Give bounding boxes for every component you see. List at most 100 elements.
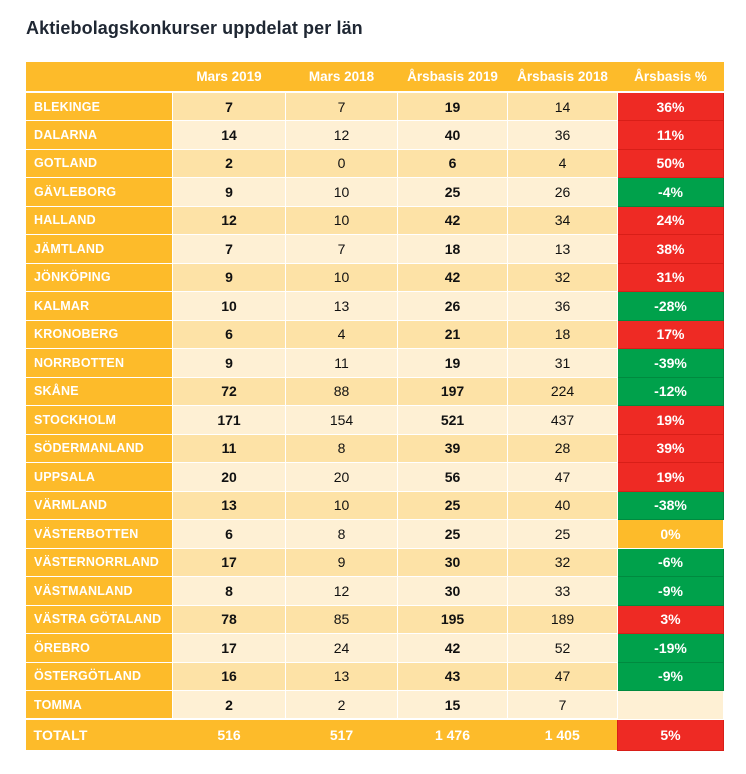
county-name: NORRBOTTEN: [25, 348, 173, 378]
cell-arsbasis-2018: 28: [507, 433, 618, 463]
cell-mars-2018: 13: [285, 291, 398, 321]
county-name: KALMAR: [25, 291, 173, 321]
page-title: Aktiebolagskonkurser uppdelat per län: [26, 18, 363, 38]
cell-mars-2019: 10: [172, 291, 286, 321]
cell-arsbasis-2019: 56: [397, 462, 508, 492]
total-mars-2019: 516: [172, 718, 286, 750]
cell-mars-2019: 78: [172, 604, 286, 634]
table-row: NORRBOTTEN 9 11 19 31 -39%: [25, 348, 724, 378]
county-name: JÖNKÖPING: [25, 262, 173, 292]
cell-arsbasis-2018: 52: [507, 633, 618, 663]
county-name: BLEKINGE: [25, 91, 173, 121]
cell-arsbasis-2019: 30: [397, 576, 508, 606]
cell-arsbasis-2019: 521: [397, 405, 508, 435]
cell-mars-2019: 7: [172, 91, 286, 121]
county-name: VÄSTRA GÖTALAND: [25, 604, 173, 634]
cell-mars-2018: 8: [285, 433, 398, 463]
cell-arsbasis-pct: 24%: [617, 205, 724, 235]
county-name: VÄSTMANLAND: [25, 576, 173, 606]
total-arsbasis-2018: 1 405: [507, 718, 618, 750]
cell-arsbasis-2018: 47: [507, 661, 618, 691]
cell-mars-2019: 17: [172, 633, 286, 663]
county-name: VÄSTERNORRLAND: [25, 547, 173, 577]
cell-arsbasis-2019: 30: [397, 547, 508, 577]
cell-mars-2019: 14: [172, 120, 286, 150]
cell-mars-2018: 7: [285, 91, 398, 121]
cell-mars-2019: 6: [172, 519, 286, 549]
county-name: SÖDERMANLAND: [25, 433, 173, 463]
cell-mars-2018: 20: [285, 462, 398, 492]
cell-mars-2019: 9: [172, 177, 286, 207]
column-header-county: [25, 62, 173, 93]
cell-arsbasis-2019: 42: [397, 633, 508, 663]
county-name: UPPSALA: [25, 462, 173, 492]
table-row: SÖDERMANLAND 11 8 39 28 39%: [25, 433, 724, 463]
cell-arsbasis-2019: 40: [397, 120, 508, 150]
cell-mars-2018: 7: [285, 234, 398, 264]
cell-mars-2019: 72: [172, 376, 286, 406]
cell-mars-2019: 2: [172, 148, 286, 178]
cell-arsbasis-2018: 33: [507, 576, 618, 606]
table-row: VÄSTRA GÖTALAND 78 85 195 189 3%: [25, 604, 724, 634]
cell-arsbasis-pct: 36%: [617, 91, 724, 121]
cell-mars-2018: 154: [285, 405, 398, 435]
county-name: HALLAND: [25, 205, 173, 235]
table-row: HALLAND 12 10 42 34 24%: [25, 205, 724, 235]
cell-arsbasis-2019: 19: [397, 348, 508, 378]
cell-arsbasis-pct: -9%: [617, 576, 724, 606]
cell-arsbasis-2019: 21: [397, 319, 508, 349]
cell-mars-2018: 85: [285, 604, 398, 634]
column-header-mars-2019: Mars 2019: [172, 62, 286, 93]
cell-arsbasis-2019: 42: [397, 205, 508, 235]
cell-mars-2019: 12: [172, 205, 286, 235]
cell-mars-2018: 10: [285, 177, 398, 207]
cell-mars-2019: 20: [172, 462, 286, 492]
cell-mars-2019: 17: [172, 547, 286, 577]
cell-arsbasis-2018: 14: [507, 91, 618, 121]
cell-mars-2018: 88: [285, 376, 398, 406]
county-name: SKÅNE: [25, 376, 173, 406]
cell-mars-2018: 13: [285, 661, 398, 691]
cell-arsbasis-2018: 18: [507, 319, 618, 349]
county-name: JÄMTLAND: [25, 234, 173, 264]
cell-arsbasis-2018: 40: [507, 490, 618, 520]
county-name: VÄRMLAND: [25, 490, 173, 520]
cell-arsbasis-pct: 39%: [617, 433, 724, 463]
cell-mars-2018: 12: [285, 120, 398, 150]
cell-mars-2019: 16: [172, 661, 286, 691]
cell-arsbasis-pct: 31%: [617, 262, 724, 292]
cell-arsbasis-pct: -39%: [617, 348, 724, 378]
table-row: VÄSTERBOTTEN 6 8 25 25 0%: [25, 519, 724, 549]
table-row: ÖSTERGÖTLAND 16 13 43 47 -9%: [25, 661, 724, 691]
cell-mars-2019: 9: [172, 348, 286, 378]
cell-arsbasis-2019: 6: [397, 148, 508, 178]
total-row: TOTALT 516 517 1 476 1 405 5%: [25, 718, 724, 751]
table-row: UPPSALA 20 20 56 47 19%: [25, 462, 724, 492]
table-row: VÄSTERNORRLAND 17 9 30 32 -6%: [25, 547, 724, 577]
cell-arsbasis-pct: -38%: [617, 490, 724, 520]
cell-mars-2018: 4: [285, 319, 398, 349]
county-name: STOCKHOLM: [25, 405, 173, 435]
cell-arsbasis-2018: 34: [507, 205, 618, 235]
cell-mars-2019: 13: [172, 490, 286, 520]
cell-mars-2019: 6: [172, 319, 286, 349]
cell-mars-2019: 11: [172, 433, 286, 463]
total-arsbasis-pct: 5%: [617, 718, 724, 751]
cell-arsbasis-2018: 4: [507, 148, 618, 178]
column-header-arsbasis-2019: Årsbasis 2019: [397, 62, 508, 93]
cell-mars-2018: 0: [285, 148, 398, 178]
cell-arsbasis-2019: 26: [397, 291, 508, 321]
county-name: TOMMA: [25, 690, 173, 720]
bankruptcy-table: Mars 2019 Mars 2018 Årsbasis 2019 Årsbas…: [25, 62, 724, 751]
cell-arsbasis-pct: -6%: [617, 547, 724, 577]
cell-mars-2018: 10: [285, 262, 398, 292]
cell-arsbasis-2018: 31: [507, 348, 618, 378]
cell-arsbasis-2018: 13: [507, 234, 618, 264]
table-row: GOTLAND 2 0 6 4 50%: [25, 148, 724, 178]
cell-arsbasis-2018: 224: [507, 376, 618, 406]
cell-arsbasis-2019: 197: [397, 376, 508, 406]
cell-arsbasis-pct: 19%: [617, 405, 724, 435]
cell-arsbasis-pct: -28%: [617, 291, 724, 321]
table-row: BLEKINGE 7 7 19 14 36%: [25, 91, 724, 121]
cell-arsbasis-2018: 36: [507, 120, 618, 150]
